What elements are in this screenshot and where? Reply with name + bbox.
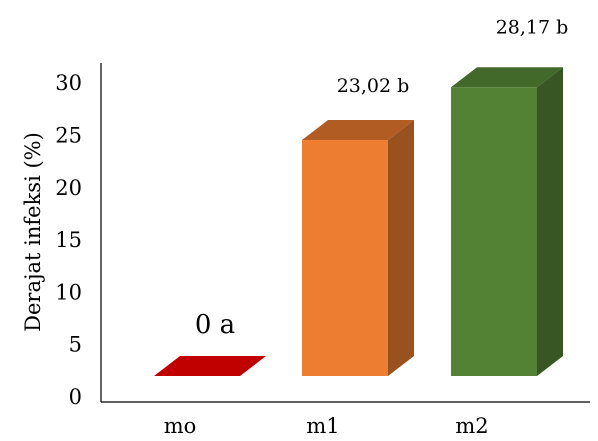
data-labels: 0 a 23,02 b 28,17 b — [195, 16, 568, 340]
bar-side — [388, 120, 414, 376]
data-label: 0 a — [195, 310, 235, 340]
y-tick-label: 5 — [69, 333, 82, 357]
y-tick-label: 0 — [69, 385, 82, 409]
y-tick-label: 15 — [55, 228, 82, 252]
y-tick-label: 30 — [55, 71, 82, 95]
bar-front — [302, 140, 388, 376]
y-tick-label: 20 — [55, 176, 82, 200]
data-label: 23,02 b — [337, 75, 410, 97]
x-tick-label: mo — [164, 414, 197, 438]
chart-axes — [100, 63, 590, 403]
bar-top — [451, 67, 563, 88]
bar-side — [537, 67, 563, 376]
x-tick-label: m1 — [306, 414, 339, 438]
x-tick-label: m2 — [455, 414, 488, 438]
bar-top — [302, 120, 414, 141]
bar-mo — [154, 356, 266, 376]
category-labels: mo m1 m2 — [164, 414, 489, 438]
y-tick-labels: 0 5 10 15 20 25 30 — [55, 71, 82, 409]
bar-top — [154, 356, 266, 376]
bars — [154, 67, 563, 376]
y-axis-title: Derajat infeksi (%) — [21, 132, 45, 332]
bar-m1 — [302, 120, 414, 376]
data-label: 28,17 b — [496, 16, 569, 38]
bar-m2 — [451, 67, 563, 376]
y-tick-label: 10 — [55, 280, 82, 304]
bar-front — [451, 87, 537, 376]
y-tick-label: 25 — [55, 124, 82, 148]
